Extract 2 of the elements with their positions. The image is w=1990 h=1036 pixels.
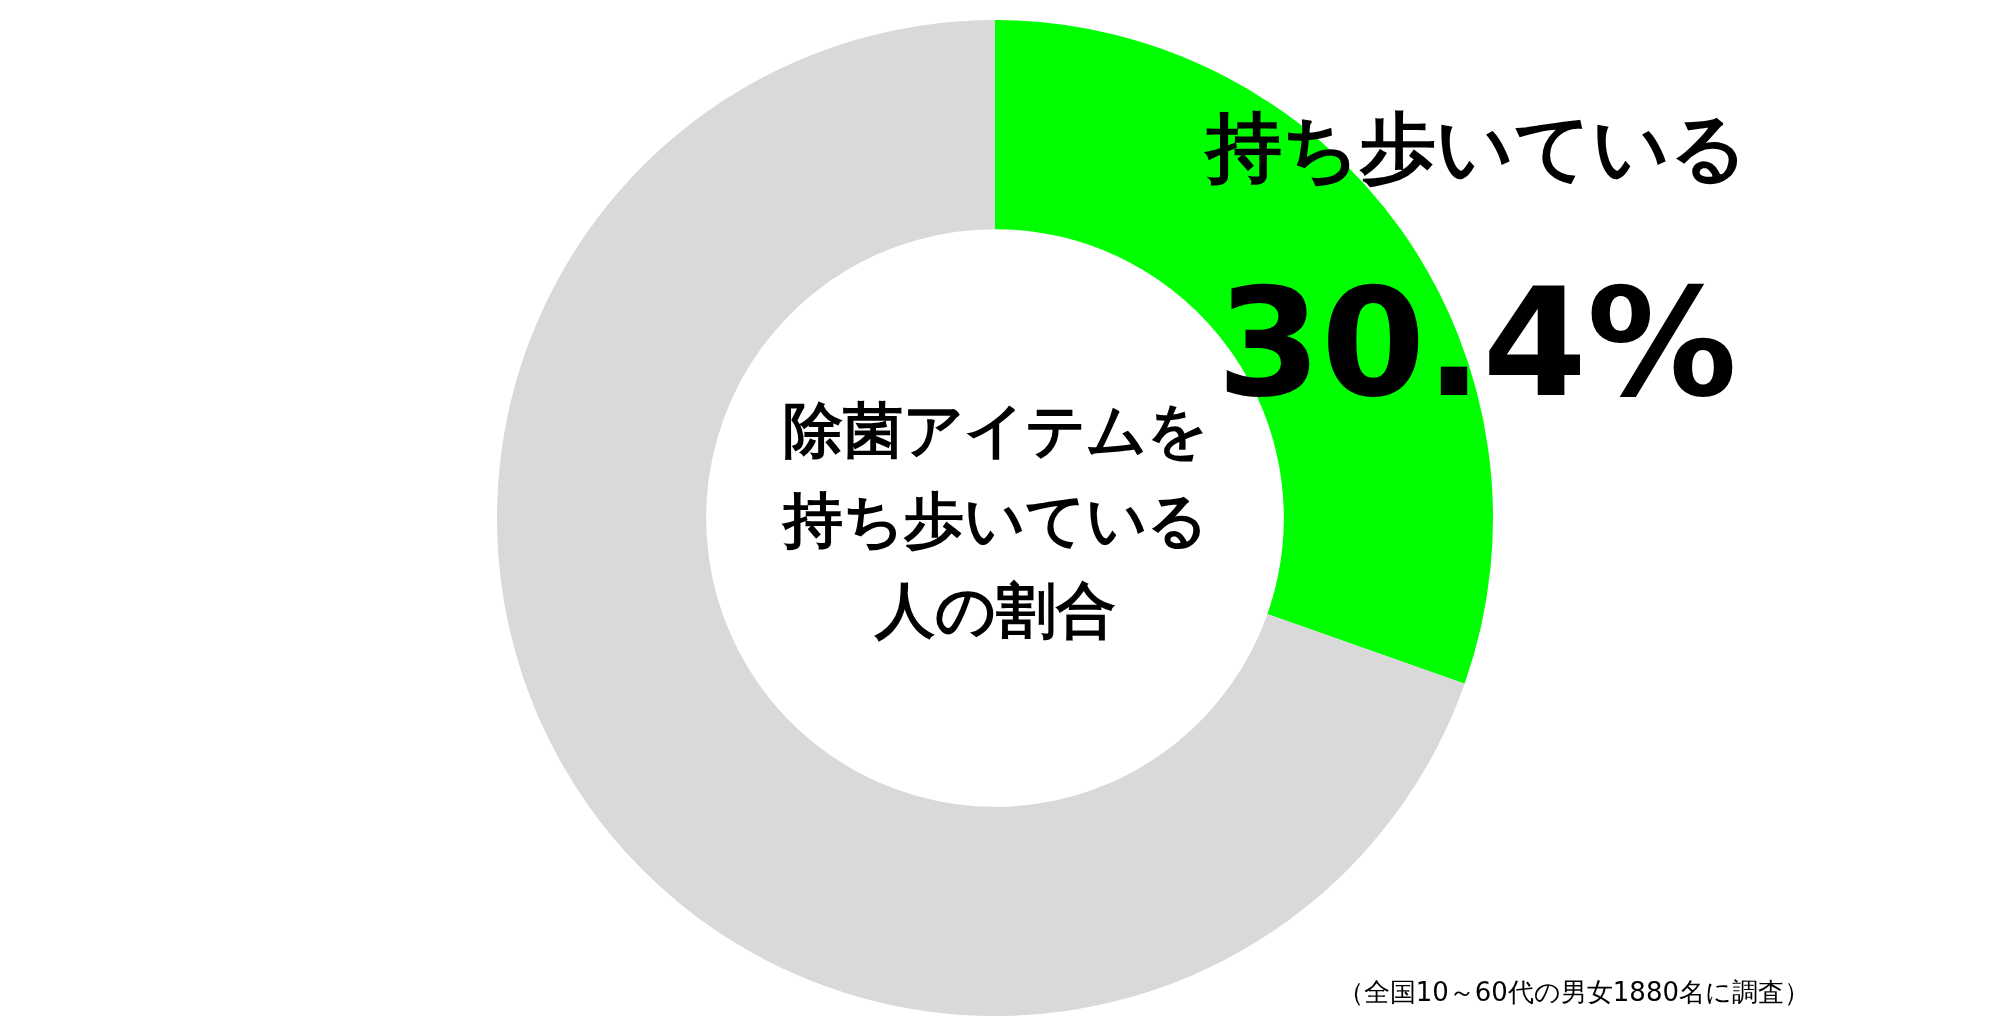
text: 除菌アイテムを持ち歩いている人の割合 xyxy=(780,394,1209,647)
text: （全国10～60代の男女1880名に調査） xyxy=(1337,976,1810,1009)
